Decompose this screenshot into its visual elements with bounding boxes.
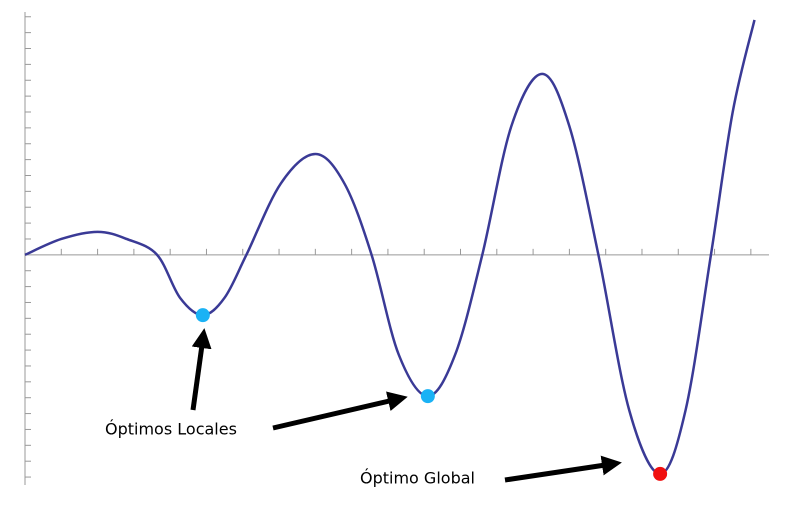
- annotation: Óptimo Global: [360, 469, 475, 488]
- annotation: Óptimos Locales: [105, 420, 237, 439]
- arrow: [272, 391, 408, 431]
- arrow: [190, 328, 212, 411]
- line: [24, 19, 756, 476]
- arrow: [504, 455, 622, 483]
- optimum-point: [653, 466, 668, 481]
- optimum-point: [420, 389, 435, 404]
- optimum-point: [195, 308, 210, 323]
